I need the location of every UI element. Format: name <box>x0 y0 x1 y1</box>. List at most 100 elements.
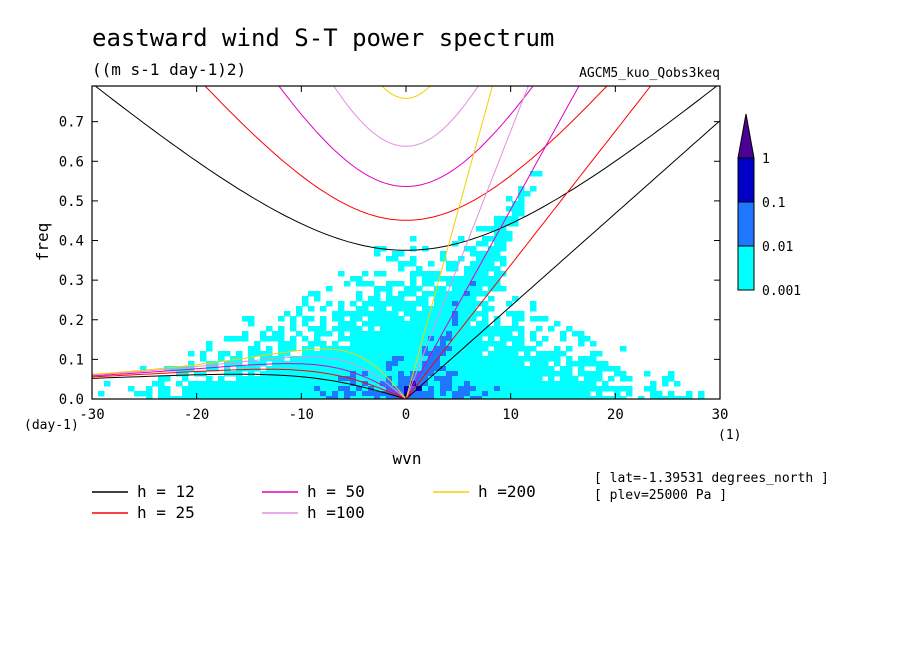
power-cell <box>248 386 255 392</box>
power-cell <box>296 311 303 317</box>
power-cell <box>476 291 483 297</box>
power-cell <box>386 356 393 362</box>
power-cell <box>380 326 387 332</box>
power-cell <box>446 366 453 372</box>
power-cell <box>416 331 423 337</box>
power-cell <box>566 381 573 387</box>
power-cell <box>284 391 291 397</box>
power-cell <box>368 336 375 342</box>
power-cell <box>356 391 363 397</box>
power-cell <box>488 251 495 257</box>
power-cell <box>182 376 189 382</box>
power-cell <box>494 356 501 362</box>
power-cell <box>518 391 525 397</box>
power-cell <box>470 316 477 322</box>
power-cell <box>500 271 507 277</box>
power-cell <box>368 281 375 287</box>
power-cell <box>380 301 387 307</box>
power-cell <box>578 341 585 347</box>
power-cell <box>392 321 399 327</box>
power-cell <box>344 281 351 287</box>
power-cell <box>284 386 291 392</box>
power-cell <box>398 351 405 357</box>
power-cell <box>254 381 261 387</box>
power-cell <box>458 281 465 287</box>
power-cell <box>482 376 489 382</box>
power-cell <box>248 351 255 357</box>
power-cell <box>350 396 357 399</box>
power-cell <box>488 356 495 362</box>
power-cell <box>416 286 423 292</box>
power-cell <box>434 391 441 397</box>
power-cell <box>500 241 507 247</box>
x-tick-label: -10 <box>289 407 314 423</box>
power-cell <box>416 336 423 342</box>
power-cell <box>458 306 465 312</box>
power-cell <box>578 361 585 367</box>
power-cell <box>428 391 435 397</box>
power-cell <box>512 366 519 372</box>
power-cell <box>254 341 261 347</box>
power-cell <box>482 261 489 267</box>
power-cell <box>446 311 453 317</box>
rossby-curve-h50 <box>92 363 407 399</box>
model-name: AGCM5_kuo_Qobs3keq <box>579 66 720 81</box>
power-cell <box>638 396 645 399</box>
power-cell <box>596 396 603 399</box>
power-cell <box>278 316 285 322</box>
power-cell <box>422 396 429 399</box>
power-cell <box>158 376 165 382</box>
power-cell <box>482 241 489 247</box>
power-cell <box>158 391 165 397</box>
power-cell <box>470 286 477 292</box>
power-cell <box>320 351 327 357</box>
power-cell <box>512 321 519 327</box>
power-cell <box>350 336 357 342</box>
power-cell <box>266 346 273 352</box>
power-cell <box>356 311 363 317</box>
power-cell <box>398 336 405 342</box>
power-cell <box>362 346 369 352</box>
power-cell <box>176 381 183 387</box>
power-cell <box>416 356 423 362</box>
power-cell <box>500 326 507 332</box>
power-cell <box>356 276 363 282</box>
power-cell <box>446 381 453 387</box>
power-cell <box>464 296 471 302</box>
power-cell <box>350 356 357 362</box>
info-lat: [ lat=-1.39531 degrees_north ] <box>594 471 829 486</box>
power-cell <box>398 356 405 362</box>
power-cell <box>188 396 195 399</box>
power-cell <box>524 376 531 382</box>
power-cell <box>416 346 423 352</box>
power-cell <box>398 361 405 367</box>
power-cell <box>482 301 489 307</box>
power-cell <box>512 356 519 362</box>
power-cell <box>386 281 393 287</box>
power-cell <box>410 246 417 252</box>
power-cell <box>548 356 555 362</box>
power-cell <box>446 306 453 312</box>
power-cell <box>470 296 477 302</box>
power-cell <box>434 326 441 332</box>
power-cell <box>440 336 447 342</box>
power-cell <box>296 376 303 382</box>
power-cell <box>374 291 381 297</box>
power-cell <box>428 346 435 352</box>
power-cell <box>356 336 363 342</box>
power-cell <box>530 301 537 307</box>
power-cell <box>476 266 483 272</box>
power-cell <box>356 371 363 377</box>
power-cell <box>338 386 345 392</box>
power-cell <box>314 351 321 357</box>
power-cell <box>206 376 213 382</box>
power-cell <box>452 341 459 347</box>
power-cell <box>476 311 483 317</box>
power-cell <box>650 396 657 399</box>
power-cell <box>272 381 279 387</box>
power-cell <box>392 301 399 307</box>
power-cell <box>176 396 183 399</box>
power-cell <box>470 276 477 282</box>
power-cell <box>374 331 381 337</box>
power-cell <box>302 371 309 377</box>
